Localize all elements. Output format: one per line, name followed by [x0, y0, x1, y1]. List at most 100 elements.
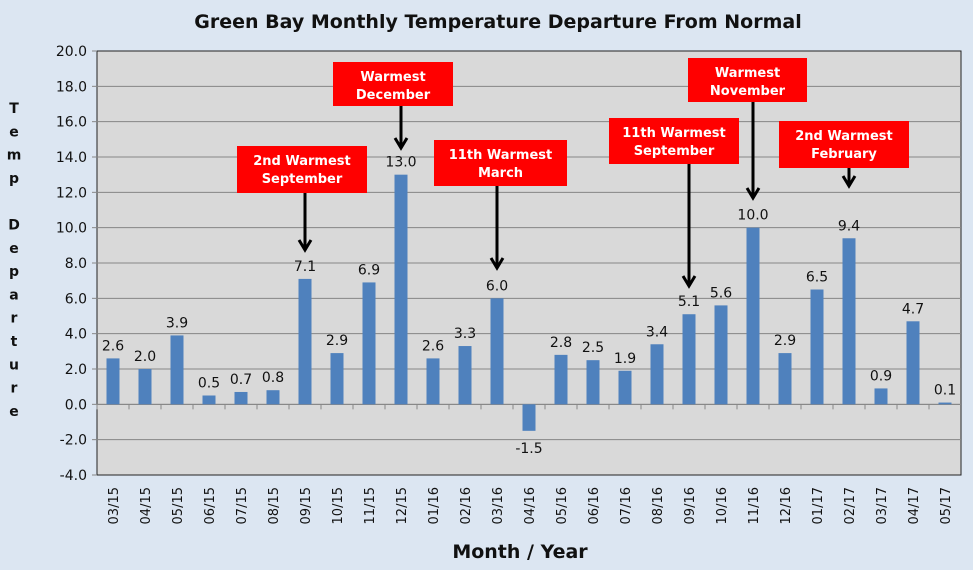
- data-label: 0.5: [198, 376, 220, 392]
- x-tick-label: 01/17: [811, 487, 826, 524]
- data-label: 13.0: [385, 155, 416, 171]
- y-axis-label-letter: e: [9, 404, 19, 420]
- data-label: 2.0: [134, 349, 156, 365]
- y-tick-label: 16.0: [56, 115, 87, 131]
- x-tick-label: 07/15: [235, 487, 250, 524]
- x-tick-label: 06/16: [587, 487, 602, 524]
- x-tick-label: 09/16: [683, 487, 698, 524]
- annotation-text: September: [262, 172, 343, 187]
- annotation-text: 11th Warmest: [622, 126, 725, 141]
- x-tick-label: 06/15: [203, 487, 218, 524]
- y-tick-label: -2.0: [60, 433, 87, 449]
- data-label: 2.6: [102, 338, 124, 354]
- y-tick-label: -4.0: [60, 468, 87, 484]
- data-label: 2.6: [422, 338, 444, 354]
- annotation-box: [688, 58, 807, 102]
- y-axis-label-letter: u: [9, 357, 19, 373]
- data-label: 2.8: [550, 335, 572, 351]
- annotation-box: [434, 140, 567, 186]
- x-tick-label: 11/15: [363, 487, 378, 524]
- data-label: 2.9: [774, 333, 796, 349]
- y-axis-label-letter: a: [9, 287, 18, 303]
- bar: [938, 402, 952, 405]
- data-label: 0.9: [870, 368, 892, 384]
- y-axis-label-letter: t: [11, 334, 18, 350]
- data-label: 2.9: [326, 333, 348, 349]
- bar: [170, 335, 184, 405]
- annotation-box: [609, 118, 739, 164]
- y-tick-label: 20.0: [56, 44, 87, 60]
- bar: [810, 289, 824, 405]
- x-tick-label: 08/16: [651, 487, 666, 524]
- bar: [842, 238, 856, 405]
- x-tick-label: 05/17: [939, 487, 954, 524]
- x-tick-label: 02/17: [843, 487, 858, 524]
- x-tick-label: 04/15: [139, 487, 154, 524]
- bar: [650, 344, 664, 405]
- annotation-text: March: [478, 166, 523, 181]
- y-tick-label: 10.0: [56, 221, 87, 237]
- arrowhead-icon: [841, 175, 857, 189]
- bar: [586, 360, 600, 405]
- y-tick-label: 4.0: [65, 327, 87, 343]
- x-tick-label: 01/16: [427, 487, 442, 524]
- bar: [778, 353, 792, 405]
- data-label: 5.1: [678, 294, 700, 310]
- data-label: 0.7: [230, 372, 252, 388]
- data-label: 5.6: [710, 285, 732, 301]
- annotation-box: [333, 62, 453, 106]
- bar: [522, 404, 536, 431]
- data-label: -1.5: [515, 441, 542, 457]
- data-label: 2.5: [582, 340, 604, 356]
- data-label: 3.9: [166, 315, 188, 331]
- x-tick-label: 07/16: [619, 487, 634, 524]
- x-tick-label: 03/15: [107, 487, 122, 524]
- x-tick-label: 04/16: [523, 487, 538, 524]
- data-label: 6.0: [486, 278, 508, 294]
- x-tick-label: 03/17: [875, 487, 890, 524]
- chart-title: Green Bay Monthly Temperature Departure …: [194, 11, 801, 33]
- bar: [682, 314, 696, 405]
- data-label: 6.5: [806, 270, 828, 286]
- y-tick-label: 18.0: [56, 79, 87, 95]
- data-label: 3.3: [454, 326, 476, 342]
- y-tick-label: 2.0: [65, 362, 87, 378]
- bar: [266, 390, 280, 405]
- annotation-text: February: [811, 147, 877, 162]
- x-tick-label: 12/16: [779, 487, 794, 524]
- x-tick-label: 12/15: [395, 487, 410, 524]
- bar: [714, 305, 728, 405]
- annotation-text: 2nd Warmest: [253, 154, 351, 169]
- x-tick-label: 10/15: [331, 487, 346, 524]
- data-label: 0.1: [934, 383, 956, 399]
- y-axis-label-letter: p: [9, 264, 19, 280]
- y-axis-label-letter: m: [7, 148, 22, 164]
- bar: [618, 370, 632, 405]
- arrowhead-icon: [745, 187, 761, 201]
- bar: [330, 353, 344, 405]
- bar: [202, 395, 216, 405]
- data-label: 0.8: [262, 370, 284, 386]
- bar: [138, 369, 152, 405]
- bar: [394, 174, 408, 405]
- y-tick-label: 14.0: [56, 150, 87, 166]
- x-tick-label: 02/16: [459, 487, 474, 524]
- x-tick-label: 05/16: [555, 487, 570, 524]
- bar: [426, 358, 440, 405]
- annotation-box: [237, 146, 367, 193]
- data-label: 4.7: [902, 301, 924, 317]
- data-label: 10.0: [737, 208, 768, 224]
- y-axis-label-letter: p: [9, 171, 19, 187]
- x-tick-label: 08/15: [267, 487, 282, 524]
- x-tick-label: 03/16: [491, 487, 506, 524]
- annotation-text: November: [710, 84, 786, 99]
- annotation-text: Warmest: [360, 70, 425, 85]
- y-axis-label-letter: r: [11, 381, 18, 397]
- x-tick-label: 05/15: [171, 487, 186, 524]
- x-axis-label: Month / Year: [452, 541, 588, 563]
- bar: [106, 358, 120, 405]
- arrowhead-icon: [393, 137, 409, 151]
- annotation-text: 11th Warmest: [449, 148, 552, 163]
